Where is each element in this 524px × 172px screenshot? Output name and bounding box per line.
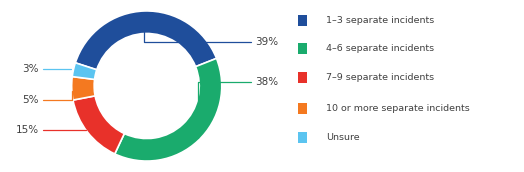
Bar	[298, 72, 307, 83]
Text: 39%: 39%	[255, 37, 278, 47]
Text: 7–9 separate incidents: 7–9 separate incidents	[326, 73, 434, 82]
Wedge shape	[115, 58, 222, 161]
Text: 3%: 3%	[22, 64, 39, 74]
Wedge shape	[72, 77, 95, 100]
Text: 5%: 5%	[22, 94, 39, 105]
Bar	[298, 103, 307, 114]
Text: 15%: 15%	[16, 125, 39, 135]
Text: 1–3 separate incidents: 1–3 separate incidents	[326, 16, 434, 25]
Bar	[298, 43, 307, 54]
Bar	[298, 15, 307, 26]
Text: 4–6 separate incidents: 4–6 separate incidents	[326, 44, 434, 53]
Wedge shape	[73, 96, 124, 154]
Bar	[298, 132, 307, 143]
Text: 38%: 38%	[255, 77, 278, 87]
Text: 10 or more separate incidents: 10 or more separate incidents	[326, 104, 470, 113]
Wedge shape	[75, 11, 216, 70]
Text: Unsure: Unsure	[326, 133, 359, 142]
Wedge shape	[72, 63, 97, 79]
